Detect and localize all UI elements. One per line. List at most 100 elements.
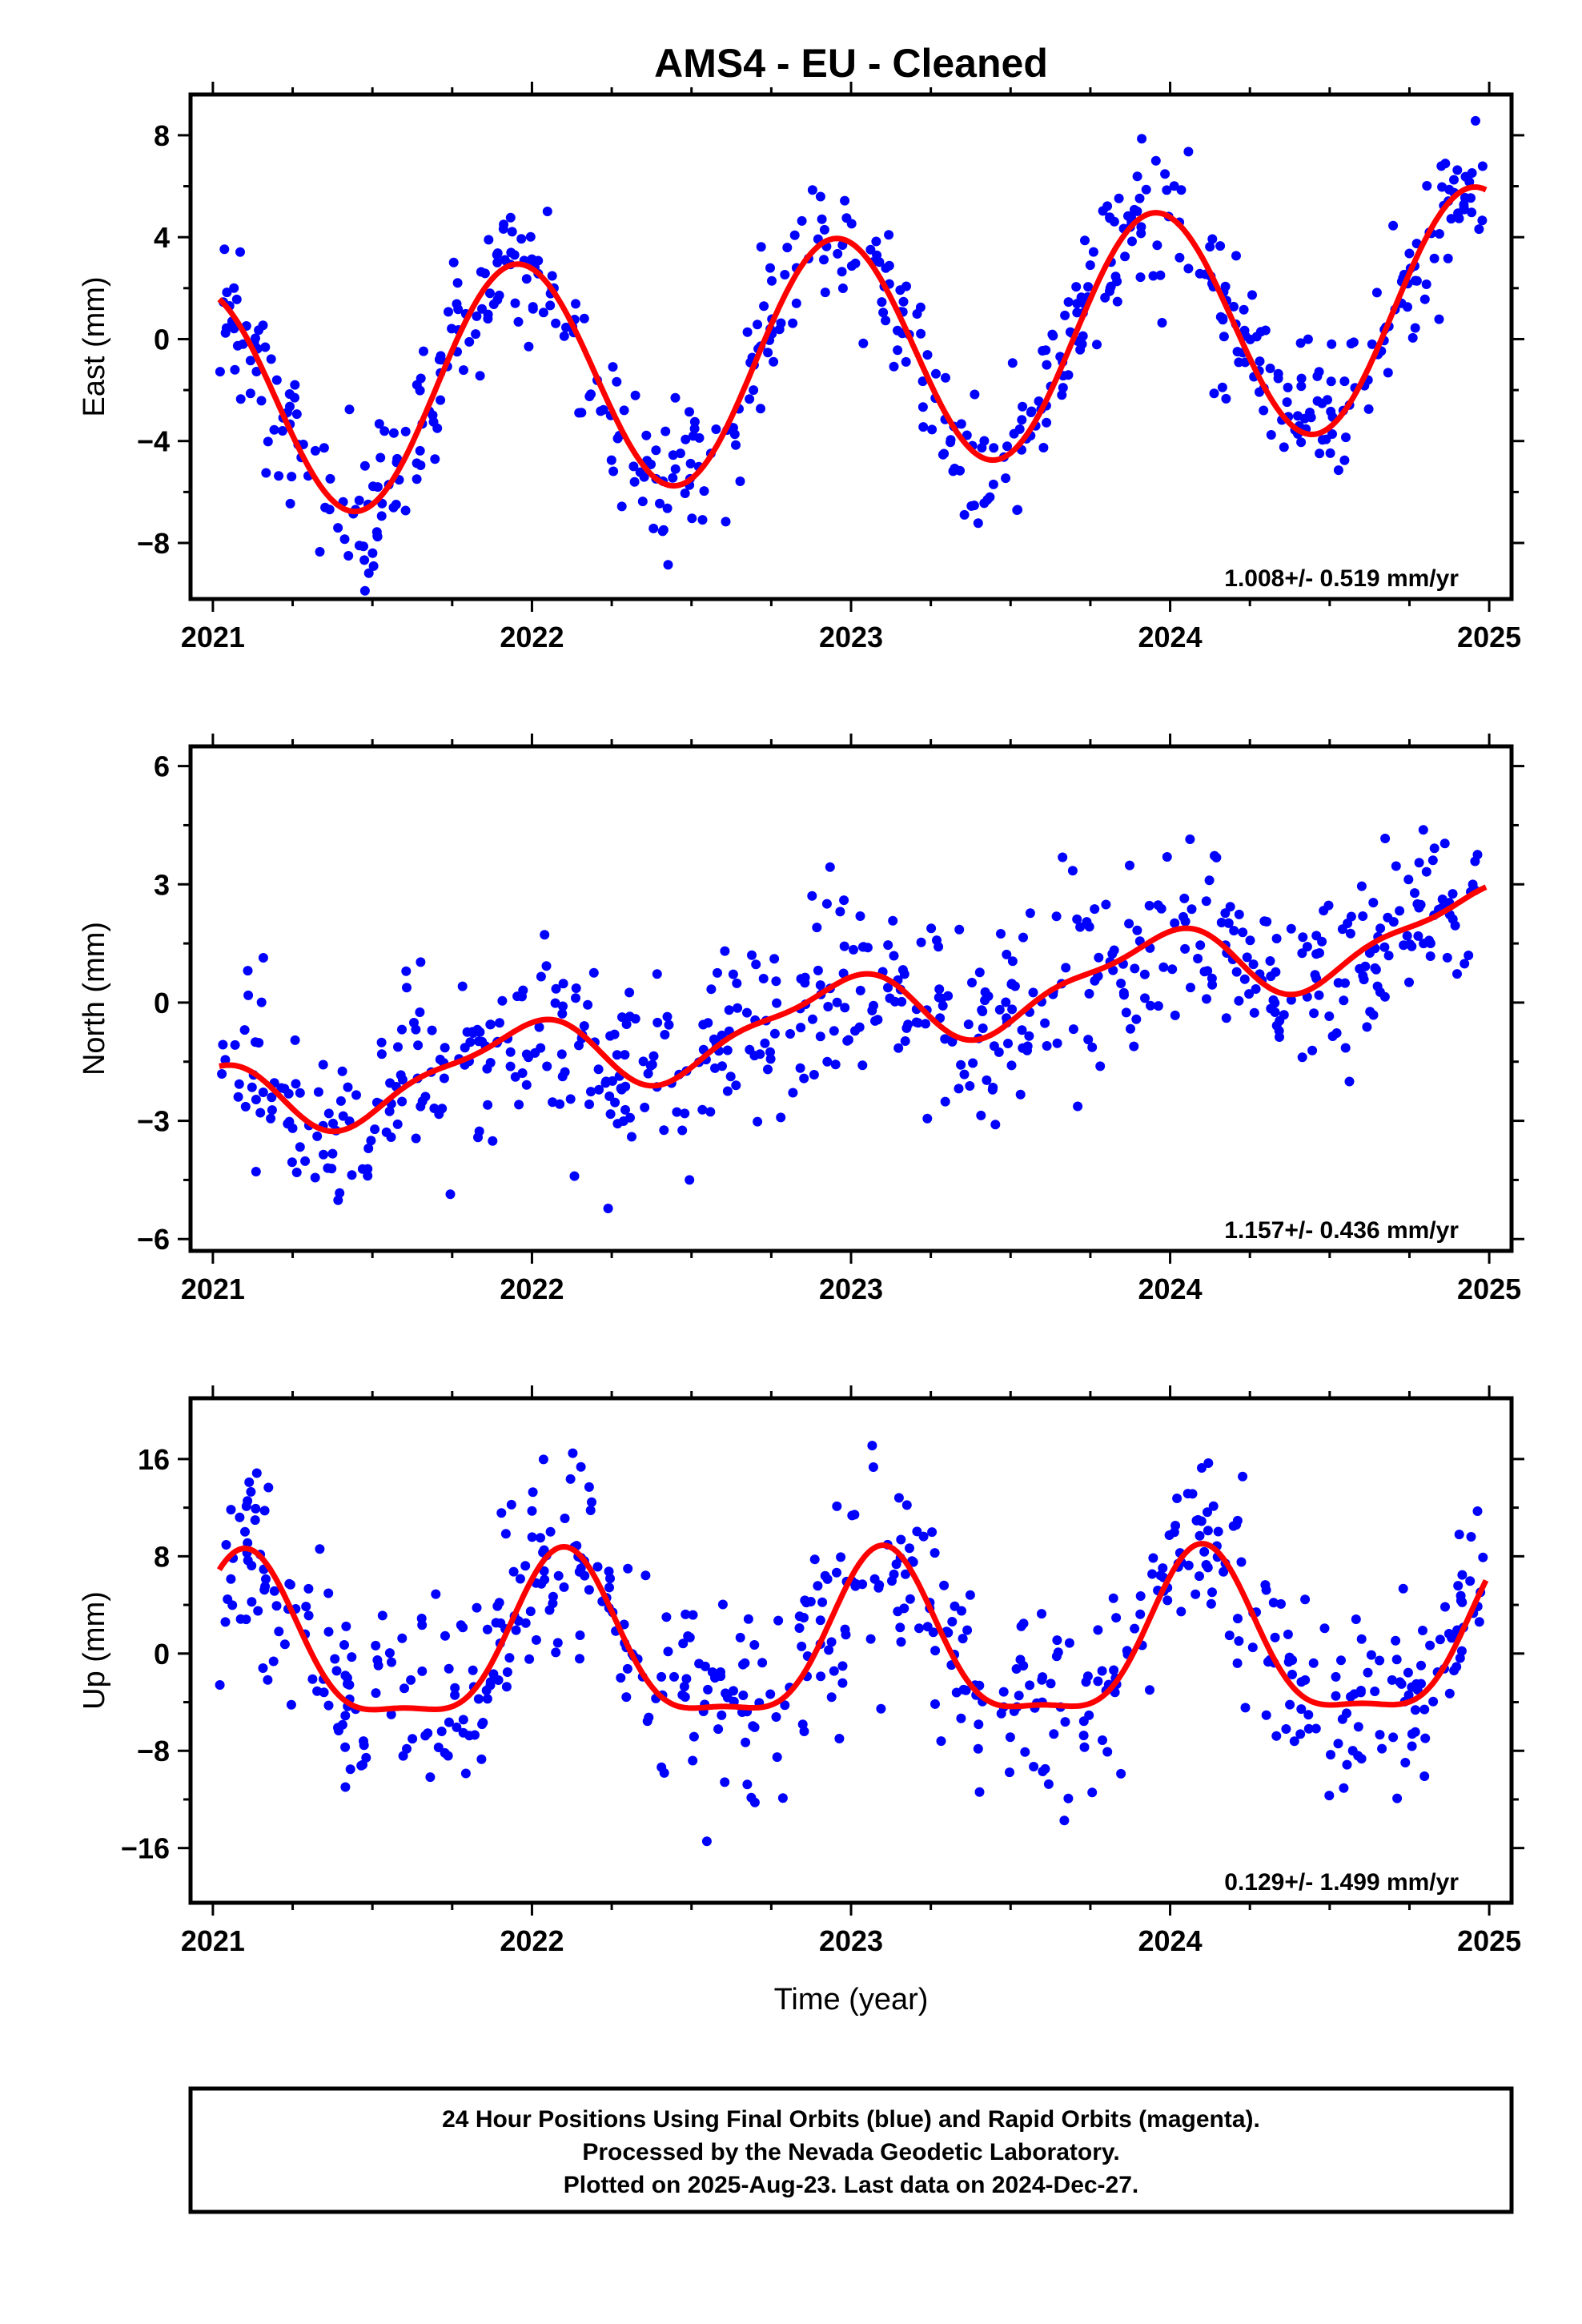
- up-point: [951, 1687, 962, 1698]
- north-point: [1225, 902, 1235, 912]
- north-point: [397, 1096, 408, 1107]
- east-point: [918, 422, 929, 432]
- up-point: [1063, 1793, 1074, 1803]
- up-point: [1078, 1731, 1089, 1741]
- north-point: [1051, 911, 1062, 922]
- east-point: [499, 219, 509, 230]
- up-x-tick-label: 2025: [1457, 1924, 1521, 1957]
- east-point: [1071, 282, 1082, 292]
- north-point: [1167, 964, 1178, 975]
- east-point: [1471, 115, 1480, 126]
- north-point: [855, 985, 865, 995]
- north-point: [1125, 860, 1134, 870]
- north-point: [1271, 1020, 1282, 1031]
- north-point: [1221, 1013, 1231, 1023]
- up-point: [836, 1552, 846, 1562]
- up-point: [1053, 1647, 1063, 1658]
- up-point: [1049, 1729, 1059, 1739]
- up-point: [813, 1581, 823, 1591]
- north-point: [808, 1014, 817, 1024]
- north-point: [251, 1095, 261, 1104]
- up-point: [1356, 1634, 1367, 1644]
- east-point: [1215, 312, 1226, 322]
- north-point: [812, 923, 822, 933]
- east-point: [663, 560, 673, 570]
- north-point: [276, 1083, 287, 1093]
- east-point: [874, 257, 885, 267]
- up-point: [1342, 1708, 1351, 1719]
- east-point: [229, 283, 239, 293]
- north-point: [291, 1168, 302, 1177]
- north-point: [821, 899, 832, 909]
- up-point: [528, 1487, 538, 1498]
- east-point: [756, 404, 765, 414]
- east-point: [371, 527, 382, 537]
- north-point: [1259, 916, 1270, 927]
- north-point: [1025, 908, 1035, 919]
- east-point: [1134, 193, 1145, 203]
- east-point: [807, 185, 817, 195]
- north-point: [900, 1036, 910, 1046]
- north-point: [521, 1080, 532, 1090]
- east-point: [571, 299, 580, 309]
- north-point: [883, 983, 893, 993]
- north-point: [889, 996, 900, 1007]
- north-point: [1410, 888, 1419, 899]
- up-point: [729, 1686, 738, 1696]
- east-point: [608, 466, 619, 476]
- east-point: [494, 290, 504, 300]
- up-point: [1333, 1739, 1343, 1749]
- up-point: [500, 1529, 511, 1539]
- north-point: [1204, 875, 1215, 886]
- east-point: [1215, 241, 1226, 251]
- up-point: [1443, 1629, 1454, 1638]
- north-point: [1186, 904, 1197, 915]
- north-point: [1439, 838, 1450, 849]
- up-point: [820, 1570, 830, 1581]
- up-point: [433, 1743, 444, 1752]
- east-point: [941, 372, 950, 383]
- east-point: [619, 405, 629, 416]
- up-point: [735, 1632, 745, 1642]
- up-point: [679, 1682, 689, 1691]
- up-point: [1224, 1630, 1235, 1641]
- east-point: [1303, 334, 1313, 344]
- up-point: [837, 1661, 848, 1671]
- up-point: [323, 1700, 334, 1711]
- north-point: [835, 907, 845, 917]
- up-point: [587, 1497, 596, 1507]
- north-point: [1399, 940, 1409, 951]
- north-point: [1311, 931, 1322, 941]
- east-point: [1315, 448, 1325, 459]
- north-point: [839, 941, 849, 951]
- north-point: [643, 1068, 653, 1079]
- north-point: [363, 1144, 374, 1153]
- up-point: [1326, 1750, 1335, 1760]
- up-point: [1231, 1520, 1242, 1530]
- up-point: [1233, 1614, 1243, 1624]
- north-point: [1068, 1024, 1078, 1035]
- up-point: [799, 1613, 809, 1622]
- north-point: [838, 968, 849, 979]
- north-point: [725, 1072, 736, 1082]
- north-point: [1095, 1061, 1106, 1072]
- north-point: [943, 991, 954, 1001]
- north-point: [660, 1030, 670, 1039]
- up-point: [742, 1779, 753, 1790]
- north-point: [571, 983, 581, 993]
- north-point: [1286, 923, 1296, 934]
- east-point: [1326, 376, 1336, 387]
- north-point: [416, 957, 426, 967]
- up-point: [1472, 1506, 1483, 1516]
- north-point: [1302, 942, 1312, 952]
- east-point: [230, 364, 240, 375]
- north-point: [1040, 1018, 1050, 1028]
- north-point: [510, 1072, 520, 1082]
- east-point: [576, 408, 587, 418]
- up-point: [1398, 1583, 1408, 1594]
- up-point: [1351, 1614, 1361, 1624]
- east-point: [1419, 294, 1430, 304]
- up-point: [865, 1634, 876, 1644]
- up-point: [1064, 1638, 1074, 1648]
- up-point: [575, 1654, 584, 1664]
